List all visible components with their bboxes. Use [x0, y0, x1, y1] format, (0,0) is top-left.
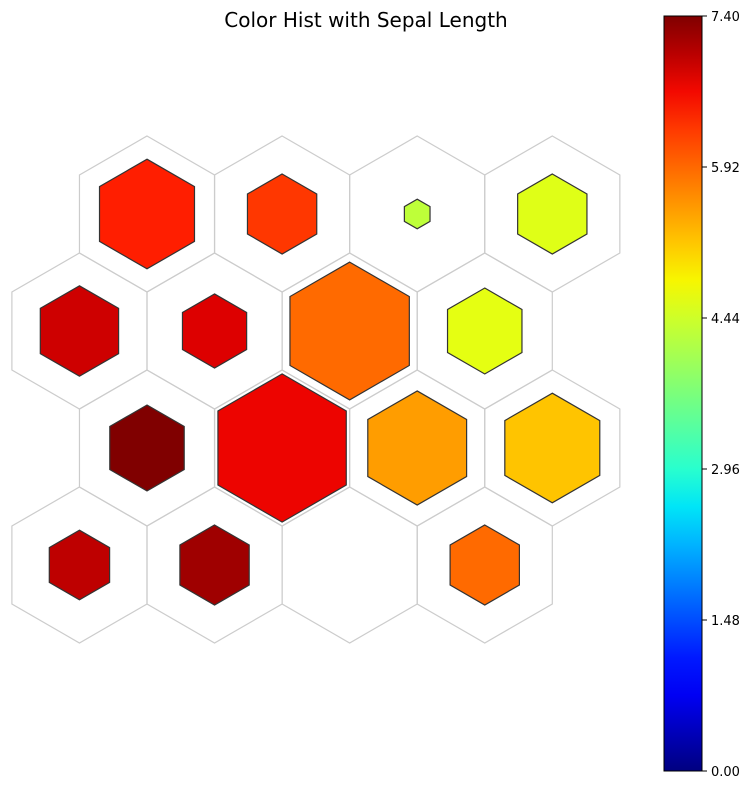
- hex-cell: [446, 287, 523, 375]
- colorbar-tick-label: 5.92: [711, 161, 740, 176]
- hex-cell: [504, 392, 601, 504]
- hex-cell: [39, 285, 120, 377]
- colorbar: 0.00 1.48 2.96 4.44 5.92 7.40: [663, 10, 740, 780]
- hex-cells: [39, 158, 601, 606]
- hex-cell: [517, 173, 588, 255]
- colorbar-tick-label: 1.48: [711, 614, 740, 629]
- hex-cell: [98, 158, 196, 270]
- colorbar-tick-label: 2.96: [711, 463, 740, 478]
- colorbar-gradient: [663, 15, 703, 772]
- chart-title: Color Hist with Sepal Length: [224, 8, 507, 32]
- hex-cell: [181, 293, 248, 369]
- hex-grid-outlines: [11, 135, 621, 644]
- hex-cell: [217, 373, 347, 523]
- colorbar-ticks: 0.00 1.48 2.96 4.44 5.92 7.40: [702, 10, 740, 780]
- hex-cell: [109, 404, 185, 492]
- hex-cell: [179, 524, 250, 606]
- hex-cell: [403, 198, 431, 230]
- colorbar-tick-label: 4.44: [711, 312, 740, 327]
- hex-grid-cell: [416, 486, 553, 644]
- hex-cell: [48, 529, 111, 601]
- hex-cell: [449, 524, 521, 606]
- hex-cell: [246, 173, 318, 255]
- hex-cell: [289, 261, 410, 401]
- colorbar-tick-label: 7.40: [711, 10, 740, 25]
- colorbar-tick-label: 0.00: [711, 765, 740, 780]
- hex-cell: [367, 390, 468, 506]
